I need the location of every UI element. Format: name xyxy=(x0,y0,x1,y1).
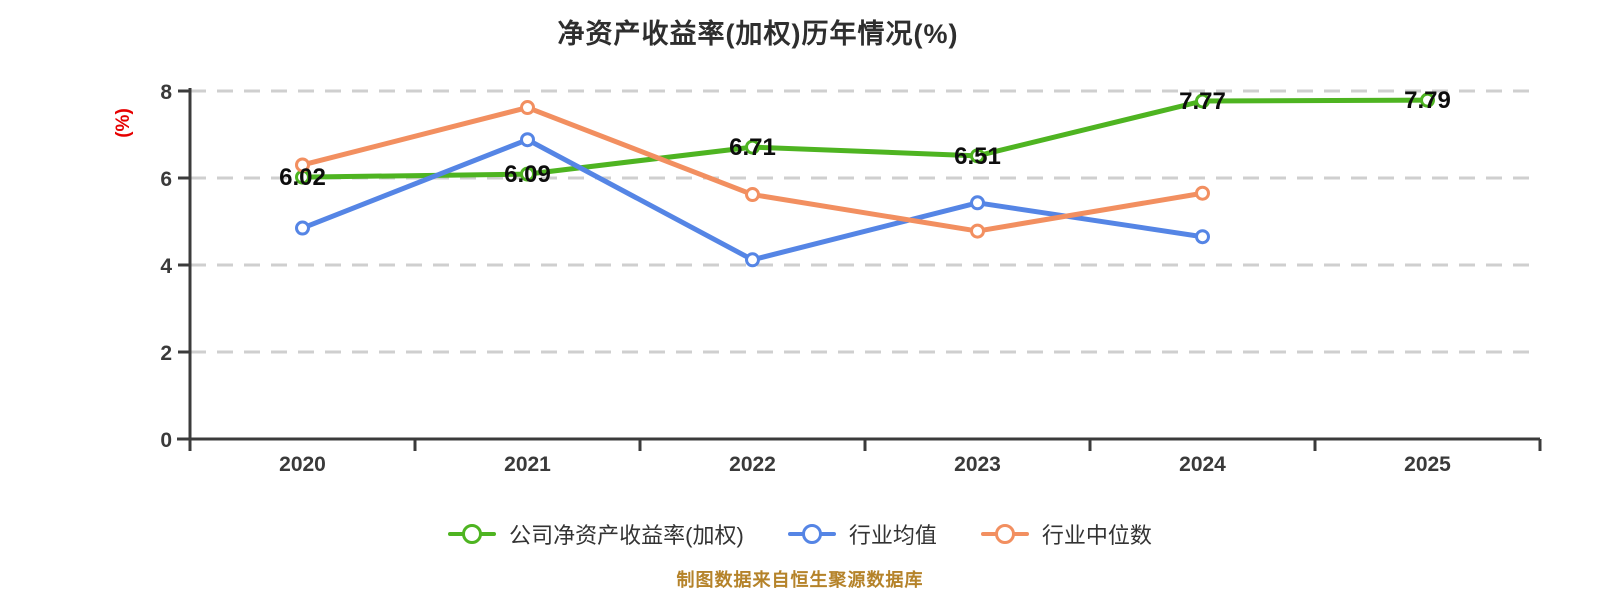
series-line-0 xyxy=(300,97,1430,180)
data-point xyxy=(520,100,535,116)
legend-dot xyxy=(801,524,822,544)
legend-label: 行业中位数 xyxy=(1041,523,1152,548)
data-point-label: 6.09 xyxy=(504,161,551,188)
data-point xyxy=(745,139,760,155)
data-point xyxy=(520,166,535,182)
data-point xyxy=(1195,185,1210,201)
data-point-label: 7.79 xyxy=(1404,87,1451,114)
data-point-label: 6.02 xyxy=(279,164,326,191)
data-point xyxy=(1195,229,1210,245)
legend-marker-icon xyxy=(980,524,1029,544)
y-tick-label: 8 xyxy=(160,81,172,104)
series-line-2 xyxy=(300,105,1205,234)
y-tick-label: 0 xyxy=(160,429,172,452)
x-tick-label-2024: 2024 xyxy=(1179,453,1226,476)
legend-dot xyxy=(462,524,483,544)
legend-label: 公司净资产收益率(加权) xyxy=(509,523,744,548)
legend-label: 行业均值 xyxy=(848,523,937,548)
data-point xyxy=(1420,92,1435,108)
x-tick-label-2022: 2022 xyxy=(729,453,776,476)
x-tick-label-2025: 2025 xyxy=(1404,453,1451,476)
legend-item-2[interactable]: 行业中位数 xyxy=(980,518,1152,550)
data-point xyxy=(970,148,985,164)
data-point xyxy=(745,187,760,203)
data-source-note: 制图数据来自恒生聚源数据库 xyxy=(676,570,924,590)
legend-marker-icon xyxy=(787,524,836,544)
legend-dot xyxy=(994,524,1015,544)
y-tick-label: 4 xyxy=(160,255,172,278)
data-point xyxy=(970,195,985,211)
legend-item-1[interactable]: 行业均值 xyxy=(787,518,937,550)
chart-legend: 公司净资产收益率(加权) 行业均值 行业中位数 xyxy=(0,518,1600,550)
data-point xyxy=(520,132,535,148)
data-point-label: 6.71 xyxy=(729,134,776,161)
legend-marker-icon xyxy=(448,524,497,544)
data-point xyxy=(1195,93,1210,109)
data-point xyxy=(295,220,310,236)
y-tick-label: 6 xyxy=(160,168,172,191)
legend-item-0[interactable]: 公司净资产收益率(加权) xyxy=(448,518,744,550)
y-tick-label: 2 xyxy=(160,342,172,365)
data-point xyxy=(970,223,985,239)
chart-title: 净资产收益率(加权)历年情况(%) xyxy=(557,19,959,49)
data-point xyxy=(745,252,760,268)
data-point-label: 7.77 xyxy=(1179,88,1226,115)
data-point xyxy=(295,157,310,173)
x-tick-label-2021: 2021 xyxy=(504,453,551,476)
x-tick-label-2023: 2023 xyxy=(954,453,1001,476)
data-point-label: 6.51 xyxy=(954,143,1001,170)
x-tick-label-2020: 2020 xyxy=(279,453,326,476)
